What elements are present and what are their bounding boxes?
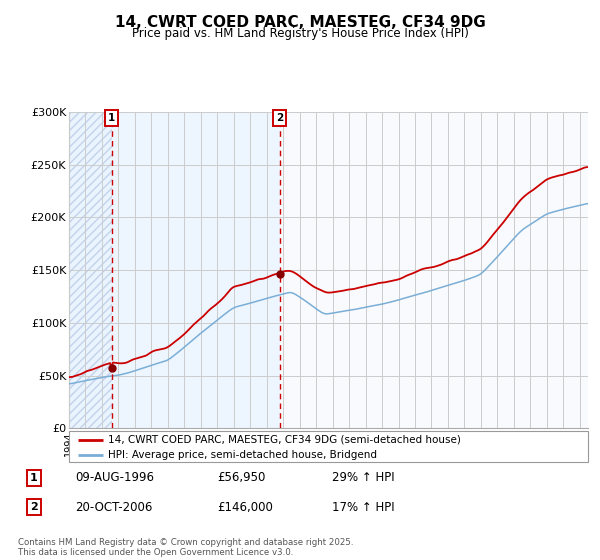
Bar [69, 112, 112, 428]
HPI: Average price, semi-detached house, Bridgend: (1.99e+03, 4.23e+04): Average price, semi-detached house, Brid… [65, 380, 73, 387]
Text: 17% ↑ HPI: 17% ↑ HPI [331, 501, 394, 514]
14, CWRT COED PARC, MAESTEG, CF34 9DG (semi-detached house) [584, 164, 592, 170]
HPI: Average price, semi-detached house, Bridgend: (2.03e+03, 2.13e+05): Average price, semi-detached house, Brid… [584, 200, 592, 207]
Text: 1: 1 [30, 473, 38, 483]
Bar [112, 112, 280, 428]
14, CWRT COED PARC, MAESTEG, CF34 9DG (semi-detached house) [297, 273, 304, 280]
Text: 14, CWRT COED PARC, MAESTEG, CF34 9DG: 14, CWRT COED PARC, MAESTEG, CF34 9DG [115, 15, 485, 30]
HPI: Average price, semi-detached house, Bridgend: (2.01e+03, 1.13e+05): Average price, semi-detached house, Brid… [352, 306, 359, 312]
HPI: Average price, semi-detached house, Bridgend: (2e+03, 6.29e+04): Average price, semi-detached house, Brid… [158, 359, 166, 366]
Text: 2: 2 [30, 502, 38, 512]
14, CWRT COED PARC, MAESTEG, CF34 9DG (semi-detached house) [352, 285, 359, 292]
14, CWRT COED PARC, MAESTEG, CF34 9DG (semi-detached house) [463, 252, 470, 259]
Line: HPI: Average price, semi-detached house, Bridgend: HPI: Average price, semi-detached house,… [69, 204, 588, 384]
Text: 09-AUG-1996: 09-AUG-1996 [75, 471, 154, 484]
Line: 14, CWRT COED PARC, MAESTEG, CF34 9DG (semi-detached house): 14, CWRT COED PARC, MAESTEG, CF34 9DG (s… [69, 167, 588, 377]
Bar [69, 112, 112, 428]
HPI: Average price, semi-detached house, Bridgend: (2.02e+03, 1.37e+05): Average price, semi-detached house, Brid… [450, 280, 457, 287]
Bar [280, 112, 588, 428]
Text: 2: 2 [276, 113, 284, 123]
Text: 14, CWRT COED PARC, MAESTEG, CF34 9DG (semi-detached house): 14, CWRT COED PARC, MAESTEG, CF34 9DG (s… [108, 435, 461, 445]
14, CWRT COED PARC, MAESTEG, CF34 9DG (semi-detached house) [450, 256, 457, 263]
Text: 1: 1 [108, 113, 115, 123]
Text: Contains HM Land Registry data © Crown copyright and database right 2025.
This d: Contains HM Land Registry data © Crown c… [18, 538, 353, 557]
14, CWRT COED PARC, MAESTEG, CF34 9DG (semi-detached house) [374, 280, 381, 287]
HPI: Average price, semi-detached house, Bridgend: (2.02e+03, 1.41e+05): Average price, semi-detached house, Brid… [463, 277, 470, 283]
HPI: Average price, semi-detached house, Bridgend: (2.01e+03, 1.24e+05): Average price, semi-detached house, Brid… [297, 294, 304, 301]
HPI: Average price, semi-detached house, Bridgend: (2.01e+03, 1.17e+05): Average price, semi-detached house, Brid… [374, 302, 381, 309]
Text: 29% ↑ HPI: 29% ↑ HPI [331, 471, 394, 484]
Text: Price paid vs. HM Land Registry's House Price Index (HPI): Price paid vs. HM Land Registry's House … [131, 27, 469, 40]
Text: £56,950: £56,950 [218, 471, 266, 484]
14, CWRT COED PARC, MAESTEG, CF34 9DG (semi-detached house) [65, 374, 73, 380]
14, CWRT COED PARC, MAESTEG, CF34 9DG (semi-detached house) [158, 346, 166, 352]
Text: 20-OCT-2006: 20-OCT-2006 [75, 501, 152, 514]
Text: HPI: Average price, semi-detached house, Bridgend: HPI: Average price, semi-detached house,… [108, 450, 377, 460]
Text: £146,000: £146,000 [218, 501, 274, 514]
